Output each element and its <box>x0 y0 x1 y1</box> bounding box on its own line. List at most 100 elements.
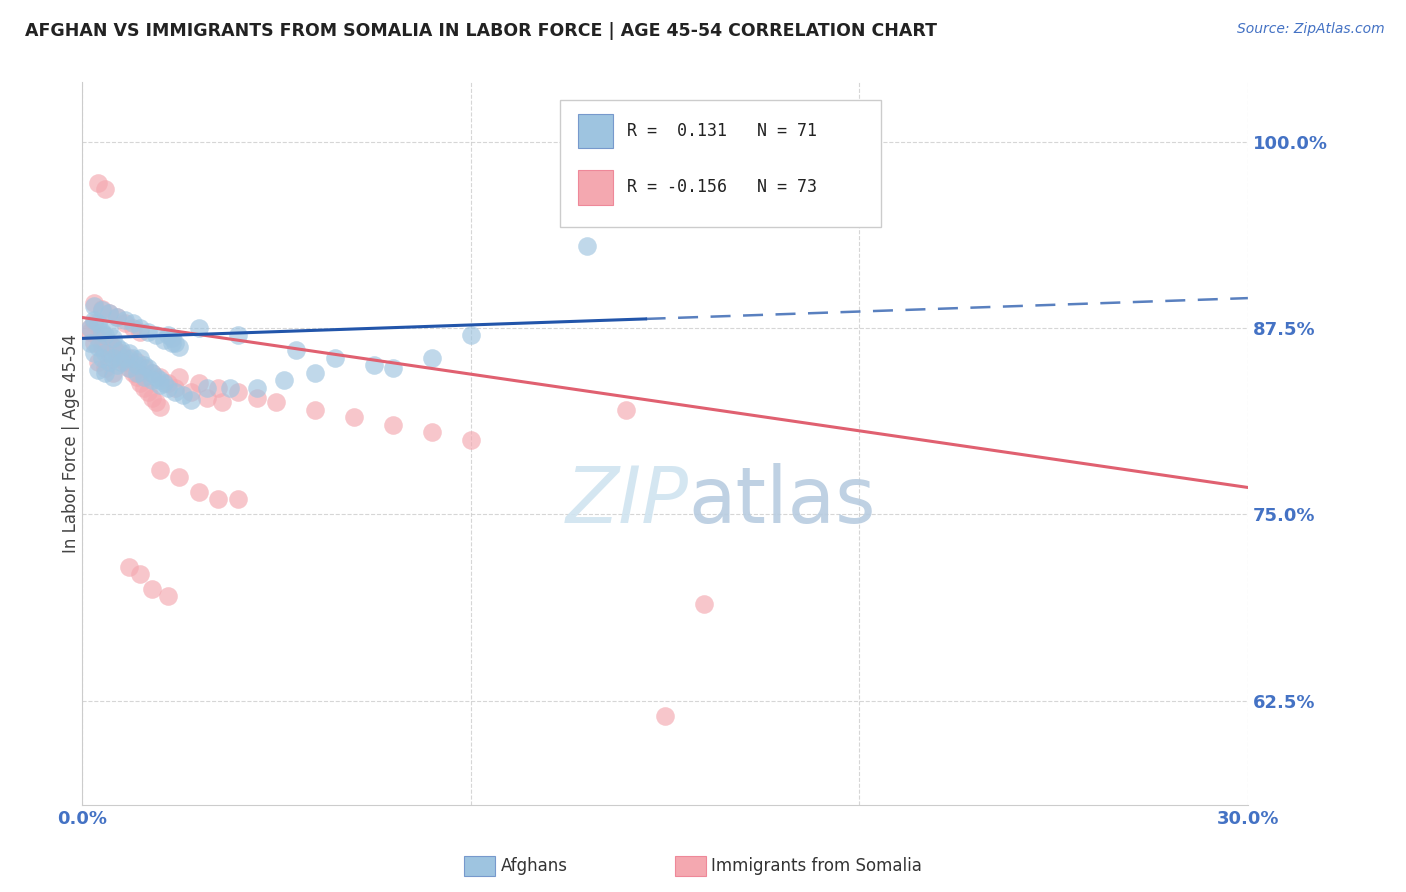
Point <box>118 346 141 360</box>
Point <box>654 708 676 723</box>
Point <box>156 376 179 390</box>
Point <box>103 351 125 365</box>
Point <box>145 370 167 384</box>
Point <box>207 380 229 394</box>
Point <box>195 391 218 405</box>
Point <box>226 385 249 400</box>
Point <box>87 331 110 345</box>
Point <box>134 380 156 394</box>
Point <box>172 388 194 402</box>
Point <box>114 317 136 331</box>
Point <box>134 361 156 376</box>
Text: R = -0.156   N = 73: R = -0.156 N = 73 <box>627 178 817 195</box>
Point <box>98 355 121 369</box>
Point <box>156 380 179 394</box>
Point <box>141 391 163 405</box>
Point <box>98 335 121 350</box>
Text: AFGHAN VS IMMIGRANTS FROM SOMALIA IN LABOR FORCE | AGE 45-54 CORRELATION CHART: AFGHAN VS IMMIGRANTS FROM SOMALIA IN LAB… <box>25 22 938 40</box>
Point <box>160 331 183 345</box>
Point <box>79 326 101 340</box>
Text: atlas: atlas <box>689 463 876 540</box>
Point <box>180 385 202 400</box>
Point <box>118 361 141 376</box>
Point <box>134 358 156 372</box>
Point <box>105 310 128 325</box>
Text: Immigrants from Somalia: Immigrants from Somalia <box>711 857 922 875</box>
Point <box>273 373 295 387</box>
Point <box>79 321 101 335</box>
Point <box>103 340 125 354</box>
Point <box>187 321 209 335</box>
Point <box>121 366 143 380</box>
Point <box>87 355 110 369</box>
Point <box>165 335 187 350</box>
Point <box>136 385 159 400</box>
Point <box>266 395 288 409</box>
FancyBboxPatch shape <box>560 100 880 227</box>
Point <box>121 351 143 365</box>
Point <box>284 343 307 358</box>
Point <box>165 380 187 394</box>
Point <box>614 403 637 417</box>
Point <box>90 328 112 343</box>
Point <box>134 370 156 384</box>
Point <box>195 380 218 394</box>
Point <box>141 366 163 380</box>
Point <box>105 340 128 354</box>
Point <box>114 351 136 365</box>
Point <box>98 306 121 320</box>
Point <box>323 351 346 365</box>
Point <box>129 566 152 581</box>
Point <box>125 366 148 380</box>
Y-axis label: In Labor Force | Age 45-54: In Labor Force | Age 45-54 <box>62 334 80 553</box>
Point <box>125 355 148 369</box>
Point <box>149 462 172 476</box>
FancyBboxPatch shape <box>578 170 613 205</box>
Point <box>87 176 110 190</box>
Point <box>136 326 159 340</box>
Point <box>87 362 110 376</box>
Point <box>114 313 136 327</box>
Point <box>576 239 599 253</box>
Point <box>420 425 443 440</box>
Point <box>87 340 110 354</box>
Point <box>693 597 716 611</box>
Point <box>90 351 112 365</box>
Point <box>363 358 385 372</box>
Point <box>90 301 112 316</box>
Point <box>110 355 132 369</box>
Point <box>98 306 121 320</box>
Point <box>180 392 202 407</box>
Point <box>304 403 326 417</box>
Point <box>304 366 326 380</box>
FancyBboxPatch shape <box>578 113 613 148</box>
Point <box>460 433 482 447</box>
Point <box>125 370 148 384</box>
Point <box>110 351 132 365</box>
Point <box>136 361 159 376</box>
Point <box>129 351 152 365</box>
Point <box>103 366 125 380</box>
Point <box>103 340 125 354</box>
Point <box>141 582 163 596</box>
Point <box>226 492 249 507</box>
Point <box>103 370 125 384</box>
Point <box>114 355 136 369</box>
Point <box>149 370 172 384</box>
Point <box>145 395 167 409</box>
Point <box>187 376 209 390</box>
Point <box>226 328 249 343</box>
Point <box>121 321 143 335</box>
Point <box>105 351 128 365</box>
Point <box>94 335 117 350</box>
Point <box>90 303 112 318</box>
Point <box>129 321 152 335</box>
Point <box>420 351 443 365</box>
Point <box>382 417 405 432</box>
Point <box>118 351 141 365</box>
Point <box>105 310 128 325</box>
Point <box>152 376 174 390</box>
Point <box>149 373 172 387</box>
Point <box>83 346 105 360</box>
Text: Afghans: Afghans <box>501 857 568 875</box>
